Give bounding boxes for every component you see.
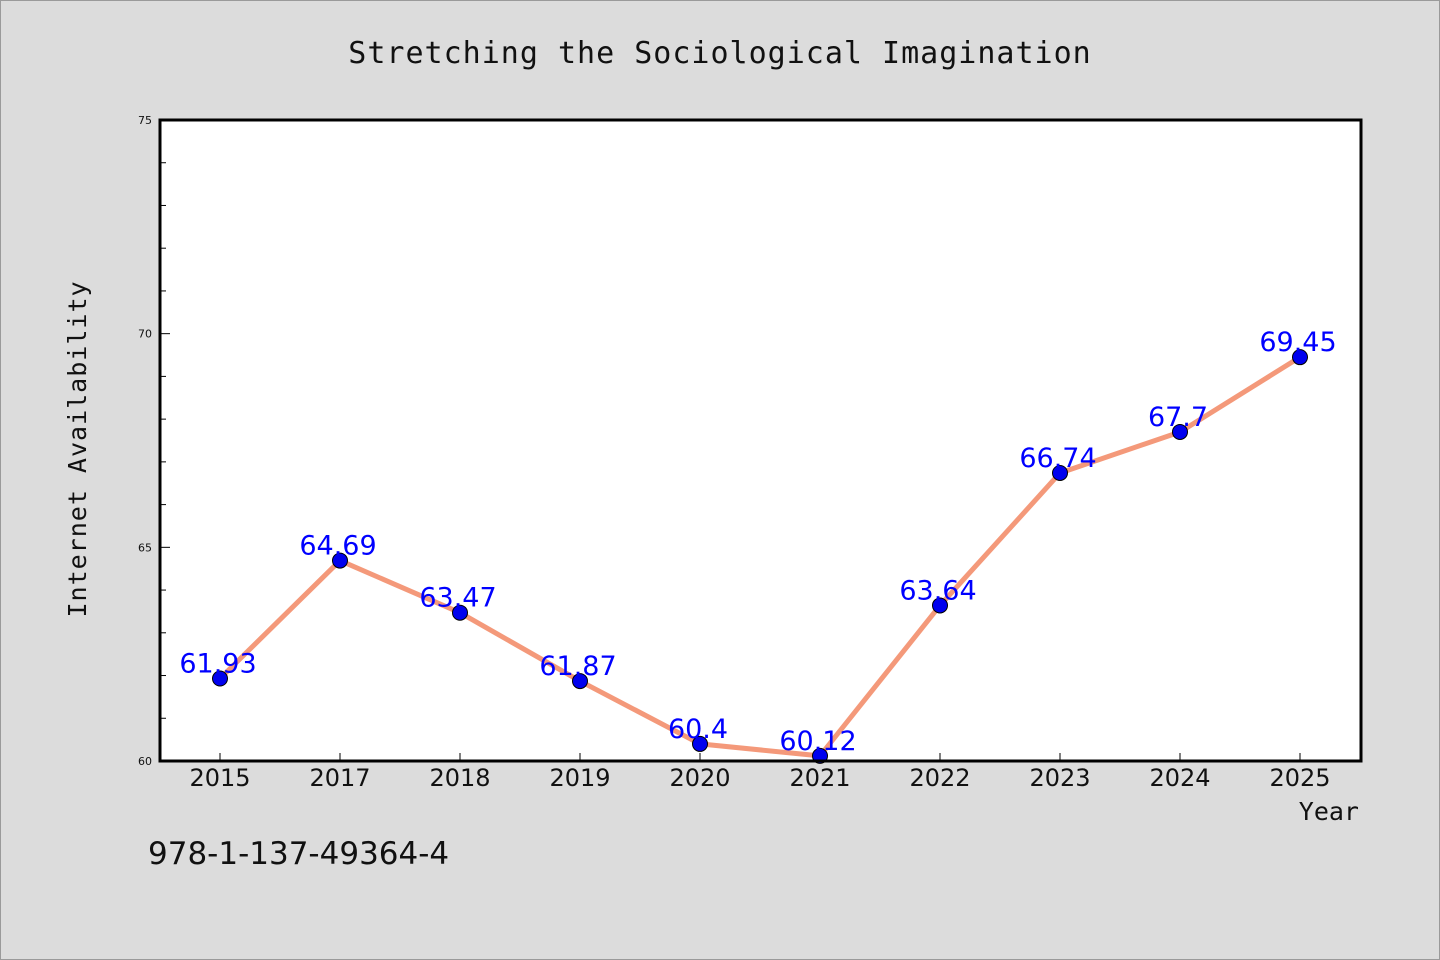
y-tick-label: 65: [138, 541, 152, 554]
y-tick-label: 60: [138, 755, 152, 768]
data-label: 60.4: [668, 714, 728, 745]
data-label: 64.69: [299, 531, 376, 562]
data-label: 66.74: [1019, 443, 1096, 474]
x-tick-label: 2021: [789, 764, 850, 792]
x-tick-label: 2018: [429, 764, 490, 792]
plot-area: [160, 120, 1361, 761]
data-label: 63.64: [899, 575, 976, 606]
plot-border: [158, 118, 1363, 763]
data-label: 63.47: [419, 583, 496, 614]
data-label: 67.7: [1148, 402, 1208, 433]
x-tick-label: 2023: [1029, 764, 1090, 792]
y-tick-label: 70: [138, 328, 152, 341]
data-point: [212, 670, 228, 687]
x-axis-label: Year: [1299, 797, 1359, 826]
data-point: [1292, 349, 1308, 366]
footer-code: 978-1-137-49364-4: [148, 836, 449, 872]
data-label: 69.45: [1259, 327, 1336, 358]
data-point: [932, 597, 948, 614]
data-label: 61.87: [539, 651, 616, 682]
data-point: [1052, 464, 1068, 481]
data-point: [572, 673, 588, 690]
x-tick-label: 2019: [549, 764, 610, 792]
x-tick-label: 2025: [1269, 764, 1330, 792]
data-label: 60.12: [779, 726, 856, 757]
x-tick-label: 2024: [1149, 764, 1210, 792]
y-axis-label: Internet Availability: [63, 280, 92, 617]
series-line: [217, 354, 1303, 759]
data-point: [452, 604, 468, 621]
y-tick-label: 75: [138, 114, 152, 127]
data-point: [692, 735, 708, 752]
x-tick-label: 2015: [189, 764, 250, 792]
data-point: [332, 552, 348, 569]
x-tick-label: 2020: [669, 764, 730, 792]
chart-title: Stretching the Sociological Imagination: [348, 36, 1091, 71]
data-point: [1172, 423, 1188, 440]
x-tick-label: 2017: [309, 764, 370, 792]
data-labels: 61.93 64.69 63.47 61.87 60.4 60.12 63.64 66.74 6…: [179, 327, 1336, 757]
x-tick-label: 2022: [909, 764, 970, 792]
data-label: 61.93: [179, 649, 256, 680]
x-axis: 2015 2017 2018 2019 2020 2021 2022 2023 2024 2025: [189, 753, 1331, 792]
